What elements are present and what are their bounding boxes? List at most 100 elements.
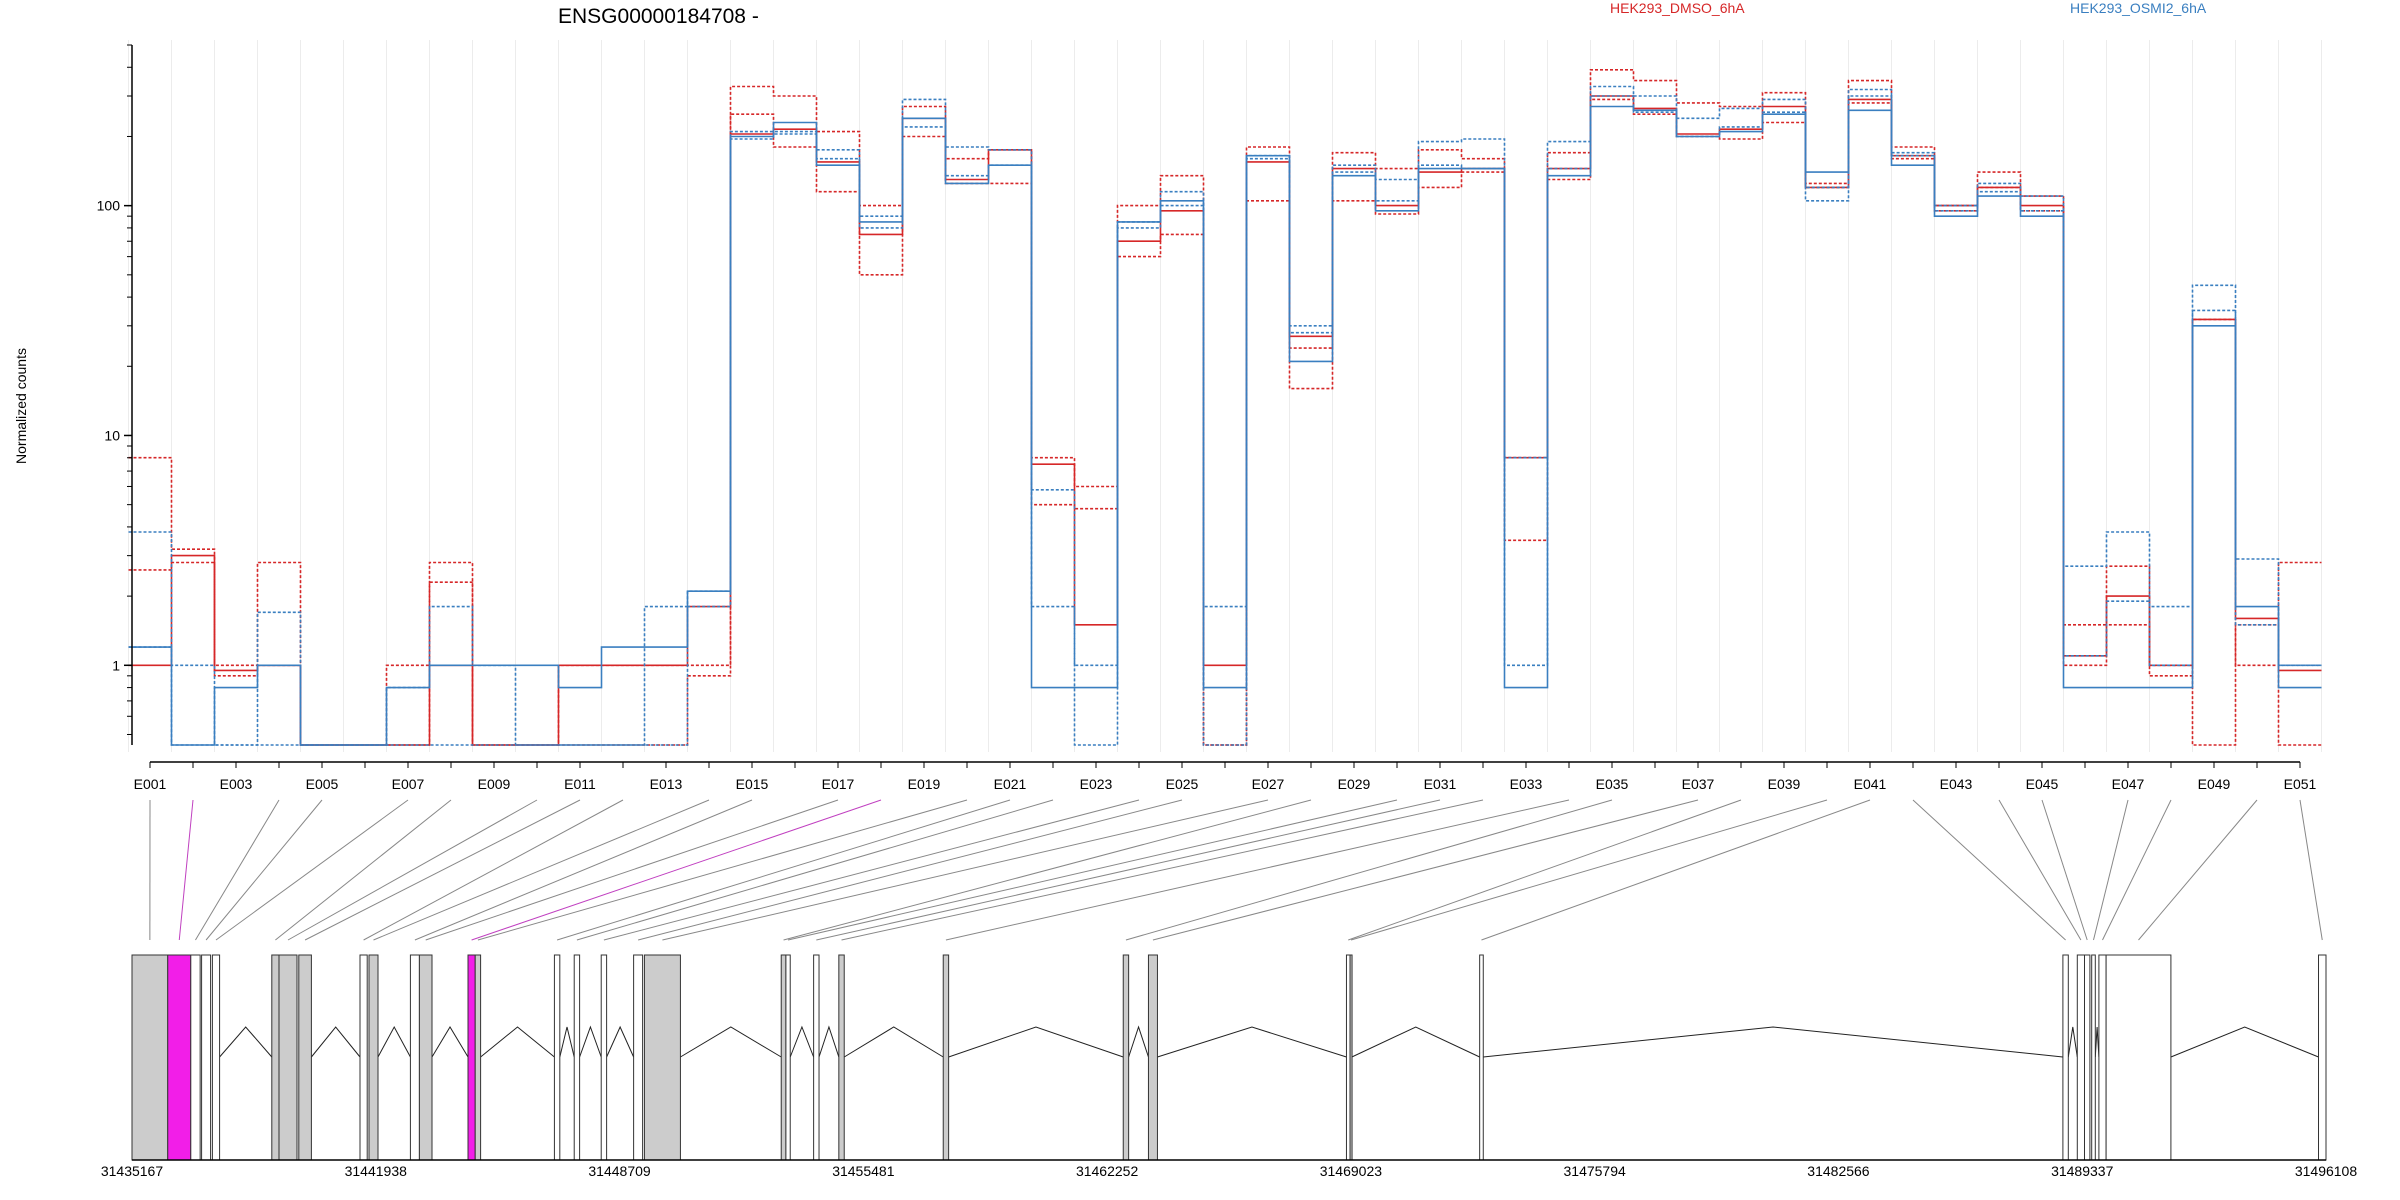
coord-tick-label: 31469023 xyxy=(1320,1163,1383,1179)
series-lines xyxy=(128,69,2322,746)
connector-line xyxy=(304,799,581,941)
legend-item-dmso: HEK293_DMSO_6hA xyxy=(1610,0,1745,16)
gene-exon-E018 xyxy=(633,954,644,1161)
intron-line xyxy=(1483,1026,2063,1058)
gene-exon-E028 xyxy=(1349,954,1353,1161)
x-tick-label: E001 xyxy=(134,776,167,792)
connector-line xyxy=(215,799,409,941)
chart-title: ENSG00000184708 - xyxy=(558,5,759,28)
gene-exon-E029 xyxy=(1479,954,1484,1161)
x-tick-label: E007 xyxy=(392,776,425,792)
x-tick-label: E019 xyxy=(908,776,941,792)
legend-item-osmi: HEK293_OSMI2_6hA xyxy=(2070,0,2207,16)
x-tick-label: E011 xyxy=(564,776,596,792)
genomic-coordinate-axis: 31435167 31441938 31448709 31455481 31462252… xyxy=(101,1159,2357,1179)
intron-line xyxy=(2067,1026,2078,1058)
gene-exon-E002 xyxy=(167,954,192,1161)
connector-line xyxy=(783,799,1312,941)
series-line-dmso-2 xyxy=(128,95,2322,746)
x-tick-label: E023 xyxy=(1080,776,1113,792)
x-tick-label: E049 xyxy=(2198,776,2231,792)
gene-exon-E021 xyxy=(785,954,791,1161)
x-tick-label: E021 xyxy=(994,776,1027,792)
connector-line xyxy=(945,799,1570,941)
connector-line xyxy=(477,799,968,941)
gene-exon-E016 xyxy=(573,954,581,1161)
gene-exon-E033 xyxy=(2091,954,2096,1161)
connector-line xyxy=(2138,799,2258,941)
gene-exon-E023 xyxy=(838,954,845,1161)
x-tick-label: E035 xyxy=(1596,776,1629,792)
x-tick-label: E033 xyxy=(1510,776,1543,792)
connector-line xyxy=(1481,799,1871,941)
connector-line xyxy=(1350,799,1828,941)
intron-line xyxy=(219,1026,273,1058)
connector-line xyxy=(2041,799,2088,941)
gene-exon-E006 xyxy=(271,954,280,1161)
x-tick-label: E003 xyxy=(220,776,253,792)
intron-line xyxy=(559,1026,575,1058)
gene-exon-E004 xyxy=(201,954,212,1161)
gene-exon-E015 xyxy=(553,954,561,1161)
intron-line xyxy=(680,1026,782,1058)
gene-exon-E017 xyxy=(600,954,608,1161)
coord-tick-label: 31435167 xyxy=(101,1163,164,1179)
gene-exon-E003 xyxy=(190,954,201,1161)
connector-line xyxy=(1125,799,1613,941)
series-line-osmi-4 xyxy=(128,105,2322,746)
coord-tick-label: 31462252 xyxy=(1076,1163,1139,1179)
gene-exon-E022 xyxy=(813,954,820,1161)
gene-exon-E034 xyxy=(2098,954,2107,1161)
intron-line xyxy=(789,1025,815,1058)
intron-line xyxy=(606,1025,635,1058)
gene-exon-E001 xyxy=(131,954,169,1161)
gene-exon-E032 xyxy=(2083,954,2091,1161)
x-tick-label: E039 xyxy=(1768,776,1801,792)
intron-line xyxy=(2170,1026,2319,1058)
gene-exon-E035 xyxy=(2105,954,2172,1161)
intron-line xyxy=(1128,1025,1149,1058)
x-tick-label: E051 xyxy=(2284,776,2317,792)
x-axis-exons: E001 E003 E005 E007 E009 E011 E013 E015 E017 E019… xyxy=(134,761,2317,792)
coord-tick-label: 31482566 xyxy=(1807,1163,1870,1179)
gene-model-track xyxy=(131,954,2327,1161)
x-tick-label: E015 xyxy=(736,776,769,792)
coord-tick-label: 31441938 xyxy=(345,1163,408,1179)
intron-line xyxy=(948,1026,1124,1058)
intron-line xyxy=(1351,1026,1480,1058)
y-tick-label: 1 xyxy=(112,657,120,673)
connector-line xyxy=(363,799,624,941)
connector-line xyxy=(2093,799,2129,941)
connector-line xyxy=(662,799,1269,941)
x-tick-label: E043 xyxy=(1940,776,1973,792)
y-axis: 1 10 100 xyxy=(97,44,133,745)
gene-exon-E024 xyxy=(942,954,950,1161)
gene-exon-E036 xyxy=(2318,954,2327,1161)
connector-line xyxy=(576,799,1054,941)
intron-line xyxy=(1157,1026,1347,1058)
connector-line xyxy=(1152,799,1699,941)
intron-line xyxy=(377,1025,411,1058)
coord-tick-label: 31489337 xyxy=(2051,1163,2114,1179)
connector-line xyxy=(178,799,194,941)
connector-line xyxy=(195,799,280,941)
connector-line xyxy=(1998,799,2082,941)
x-tick-label: E013 xyxy=(650,776,683,792)
gene-exon-E027 xyxy=(1345,954,1351,1161)
x-tick-label: E031 xyxy=(1424,776,1457,792)
x-tick-label: E029 xyxy=(1338,776,1371,792)
gene-exon-E026 xyxy=(1147,954,1158,1161)
connector-line xyxy=(414,799,753,941)
gene-exon-E025 xyxy=(1122,954,1130,1161)
gene-exon-E011 xyxy=(409,954,420,1161)
gene-exon-E014 xyxy=(474,954,482,1161)
connector-line xyxy=(841,799,1484,941)
connector-line xyxy=(637,799,1183,941)
connector-line xyxy=(556,799,1011,941)
x-tick-label: E041 xyxy=(1854,776,1887,792)
gene-exon-E009 xyxy=(359,954,368,1161)
x-tick-label: E027 xyxy=(1252,776,1285,792)
intron-line xyxy=(431,1026,469,1058)
coord-tick-label: 31455481 xyxy=(832,1163,895,1179)
